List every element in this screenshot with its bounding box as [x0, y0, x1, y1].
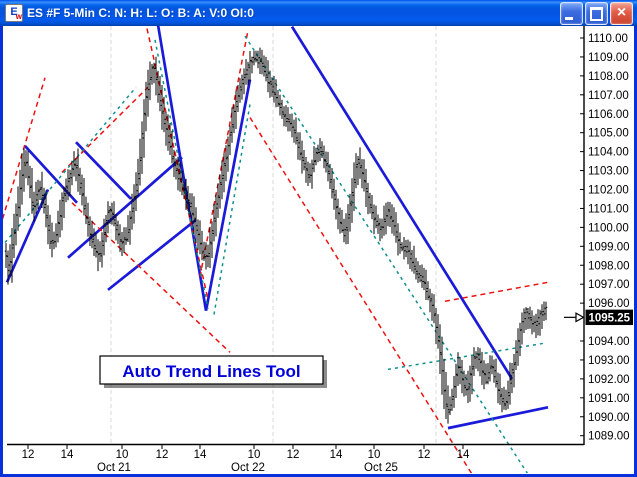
- date-label: Oct 25: [364, 462, 398, 474]
- trend-lines[interactable]: [3, 26, 549, 474]
- price-tick-label: 1110.00: [588, 33, 628, 45]
- time-tick-label: 10: [116, 449, 129, 461]
- price-tick-label: 1096.00: [588, 298, 630, 310]
- time-tick-label: 14: [457, 449, 470, 461]
- trend-line-red-down-right-long[interactable]: [249, 117, 474, 474]
- trend-line-down-from-peak2[interactable]: [75, 141, 132, 200]
- trend-line-teal-v-up[interactable]: [213, 104, 251, 315]
- price-tick-label: 1107.00: [588, 90, 629, 102]
- annotation-label: Auto Trend Lines Tool: [122, 362, 300, 381]
- trend-line-bottom-uptrend[interactable]: [447, 405, 549, 430]
- price-bars: [4, 47, 548, 424]
- time-tick-label: 14: [330, 449, 343, 461]
- price-tick-label: 1105.00: [588, 128, 629, 140]
- time-tick-label: 12: [22, 449, 35, 461]
- price-tick-label: 1108.00: [588, 71, 629, 83]
- price-tick-label: 1104.00: [588, 147, 629, 159]
- time-tick-label: 12: [287, 449, 300, 461]
- time-tick-label: 14: [61, 449, 74, 461]
- trend-line-v-up-arm[interactable]: [204, 79, 252, 311]
- time-tick-label: 12: [418, 449, 431, 461]
- trend-line-red-up-left-long[interactable]: [61, 86, 149, 173]
- trend-line-big-downtrend[interactable]: [290, 26, 514, 380]
- price-tick-label: 1101.00: [588, 203, 629, 215]
- price-tick-label: 1094.00: [588, 336, 630, 348]
- trend-line-teal-down-right-long[interactable]: [244, 35, 530, 474]
- price-tick-label: 1090.00: [588, 412, 630, 424]
- time-tick-label: 10: [248, 449, 261, 461]
- price-tick-label: 1097.00: [588, 279, 630, 291]
- annotation-box[interactable]: Auto Trend Lines Tool: [99, 355, 327, 388]
- time-tick-label: 14: [194, 449, 207, 461]
- trend-line-up-mid-long[interactable]: [67, 156, 183, 259]
- time-axis[interactable]: 12 14 10 12 14 10 12 14 10 12 14 Oct 21 Oct 22 Oct 25: [22, 444, 470, 475]
- trend-line-v-down-arm[interactable]: [156, 26, 208, 311]
- price-tick-label: 1089.00: [588, 431, 630, 443]
- price-tick-label: 1106.00: [588, 109, 629, 121]
- trend-line-red-down-mid[interactable]: [71, 202, 231, 353]
- price-tick-label: 1099.00: [588, 241, 630, 253]
- trend-line-red-v-up[interactable]: [199, 30, 249, 277]
- trend-line-red-up-left-steep[interactable]: [3, 77, 46, 228]
- price-tick-label: 1109.00: [588, 52, 629, 64]
- trend-line-up-mid-lower[interactable]: [107, 218, 197, 291]
- ohlc-bars-path: [4, 47, 548, 424]
- annotation-frame: [99, 355, 324, 385]
- trend-line-teal-up-right[interactable]: [387, 342, 547, 371]
- minimize-button[interactable]: [560, 1, 583, 25]
- price-tick-label: 1093.00: [588, 355, 630, 367]
- trend-line-down-from-peak1[interactable]: [24, 145, 78, 204]
- trend-line-up-left-steep[interactable]: [5, 188, 50, 283]
- price-tick-label: 1098.00: [588, 260, 630, 272]
- price-tick-label: 1091.00: [588, 393, 630, 405]
- current-price-marker: 1095.25: [564, 309, 633, 326]
- trend-line-teal-up-left[interactable]: [4, 86, 137, 244]
- chart-canvas[interactable]: 1110.00 1109.00 1108.00 1107.00 1106.00 1105.…: [3, 26, 634, 474]
- close-button[interactable]: [610, 1, 633, 25]
- current-price-highlight: [585, 309, 633, 326]
- price-tick-label: 1092.00: [588, 374, 630, 386]
- window-title: ES #F 5-Min C: N: H: L: O: B: A: V:0 OI:…: [27, 6, 254, 20]
- price-tick-label: 1100.00: [588, 222, 629, 234]
- time-tick-label: 10: [368, 449, 381, 461]
- time-tick-label: 12: [156, 449, 169, 461]
- price-tick-label: 1103.00: [588, 166, 629, 178]
- date-label: Oct 21: [97, 462, 131, 474]
- date-label: Oct 22: [231, 462, 265, 474]
- chart-area[interactable]: 1110.00 1109.00 1108.00 1107.00 1106.00 1105.…: [3, 26, 634, 474]
- maximize-button[interactable]: [585, 1, 608, 25]
- price-tick-label: 1102.00: [588, 185, 629, 197]
- price-axis[interactable]: 1110.00 1109.00 1108.00 1107.00 1106.00 1105.…: [580, 33, 630, 443]
- current-price-label: 1095.25: [589, 313, 631, 325]
